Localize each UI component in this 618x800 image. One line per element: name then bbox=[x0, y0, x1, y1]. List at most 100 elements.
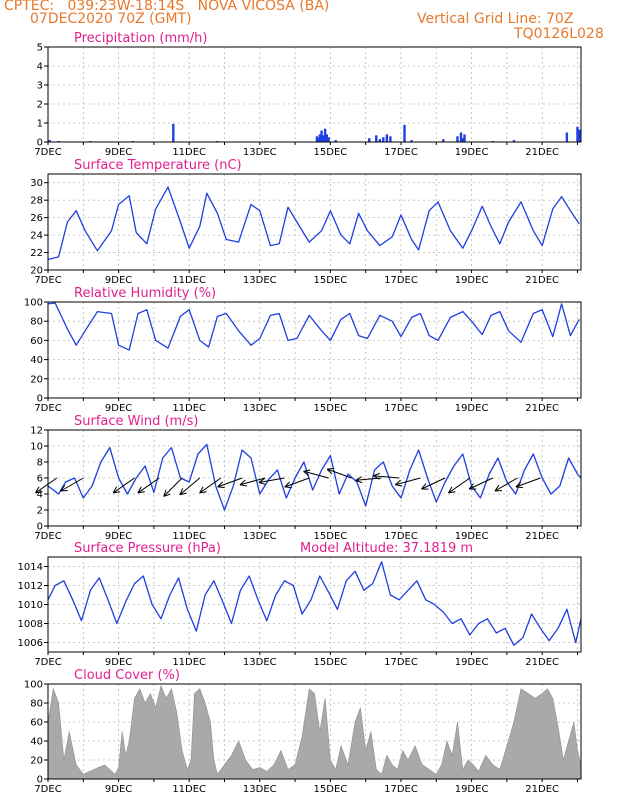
wind-vector-head bbox=[515, 486, 523, 489]
y-tick-label: 1006 bbox=[18, 638, 43, 649]
y-tick-label: 0 bbox=[37, 522, 43, 533]
x-tick-label: 19DEC bbox=[455, 147, 489, 158]
wind-vector-head bbox=[60, 484, 66, 492]
y-tick-label: 1010 bbox=[18, 600, 43, 611]
precip-bar bbox=[565, 132, 569, 142]
x-tick-label: 19DEC bbox=[455, 531, 489, 542]
precip-bar bbox=[322, 135, 325, 142]
precip-bar bbox=[378, 139, 382, 142]
x-tick-label: 7DEC bbox=[34, 403, 61, 414]
precip-bar bbox=[325, 134, 329, 142]
wind-vector-head bbox=[468, 483, 475, 490]
plot-frame bbox=[47, 683, 582, 780]
panel-title: Cloud Cover (%) bbox=[74, 668, 180, 683]
wind-vector bbox=[239, 477, 266, 487]
y-tick-label: 4 bbox=[37, 490, 43, 501]
x-tick-label: 15DEC bbox=[314, 531, 348, 542]
x-tick-label: 9DEC bbox=[105, 784, 132, 795]
y-tick-label: 5 bbox=[37, 43, 43, 54]
x-tick-label: 11DEC bbox=[172, 784, 206, 795]
x-tick-label: 19DEC bbox=[455, 657, 489, 668]
wind-vector-shaft bbox=[373, 475, 400, 479]
y-tick-label: 40 bbox=[30, 737, 43, 748]
wind-vector bbox=[326, 467, 352, 479]
x-tick-label: 7DEC bbox=[34, 147, 61, 158]
wind-vector-head bbox=[113, 491, 121, 494]
wind-vector-head bbox=[35, 486, 40, 494]
x-tick-label: 13DEC bbox=[243, 531, 277, 542]
y-tick-label: 30 bbox=[30, 178, 43, 189]
y-tick-label: 60 bbox=[30, 336, 43, 347]
wind-vector-shaft bbox=[112, 477, 135, 494]
wind-vector bbox=[494, 477, 518, 492]
wind-vector bbox=[199, 477, 222, 494]
x-tick-label: 17DEC bbox=[384, 147, 418, 158]
precip-bar bbox=[48, 140, 51, 142]
x-tick-label: 19DEC bbox=[455, 275, 489, 286]
wind-vector-head bbox=[137, 491, 145, 494]
y-tick-label: 8 bbox=[37, 458, 43, 469]
x-tick-label: 11DEC bbox=[172, 657, 206, 668]
plot-frame bbox=[47, 46, 582, 143]
panel-title: Precipitation (mm/h) bbox=[74, 31, 207, 46]
x-tick-label: 21DEC bbox=[525, 147, 559, 158]
wind-vector-head bbox=[303, 470, 310, 477]
panel-4: 0 2 4 6 8 10 12 7DEC 9DEC 11DEC 13DEC 15DEC 17DEC 19D… bbox=[30, 414, 582, 542]
wind-vector-shaft bbox=[258, 477, 285, 484]
precip-bar bbox=[389, 136, 392, 142]
panel-1: 0 1 2 3 4 5 7DEC 9DEC 11DEC 13DEC 15DEC 17DEC 19DEC 2… bbox=[34, 31, 582, 158]
panel-title: Surface Temperature (nC) bbox=[74, 158, 242, 173]
panel-6: 0 20 40 60 80 100 7DEC 9DEC 11DEC 13DEC 15DEC 17DEC… bbox=[24, 668, 582, 795]
wind-vector-head bbox=[137, 486, 142, 494]
wind-vector-head bbox=[239, 484, 247, 487]
wind-vector-head bbox=[394, 479, 401, 486]
wind-vector-shaft bbox=[179, 477, 201, 496]
series-line bbox=[47, 561, 582, 646]
wind-vector-shaft bbox=[468, 477, 493, 490]
wind-vector-head bbox=[395, 484, 403, 487]
x-tick-label: 11DEC bbox=[172, 531, 206, 542]
wind-vector-head bbox=[373, 472, 381, 477]
wind-vector-shaft bbox=[448, 477, 471, 494]
run-date-label: 07DEC2020 70Z (GMT) bbox=[30, 11, 192, 27]
y-tick-label: 100 bbox=[24, 680, 43, 691]
wind-vector-shaft bbox=[35, 477, 58, 494]
precip-bar bbox=[410, 140, 413, 142]
x-tick-label: 21DEC bbox=[525, 275, 559, 286]
wind-vector-head bbox=[258, 482, 266, 485]
wind-vector-head bbox=[421, 483, 427, 490]
x-tick-label: 15DEC bbox=[314, 147, 348, 158]
y-tick-label: 0 bbox=[37, 775, 43, 786]
x-tick-label: 15DEC bbox=[314, 784, 348, 795]
wind-vector-head bbox=[355, 476, 362, 481]
x-tick-label: 7DEC bbox=[34, 531, 61, 542]
wind-vector-head bbox=[303, 469, 311, 472]
wind-vector-head bbox=[326, 468, 333, 475]
vertical-grid-label: Vertical Grid Line: 70Z bbox=[417, 11, 574, 27]
x-tick-label: 15DEC bbox=[314, 403, 348, 414]
x-tick-label: 11DEC bbox=[172, 275, 206, 286]
series-line bbox=[47, 302, 580, 351]
wind-vector-shaft bbox=[163, 477, 183, 497]
x-tick-label: 17DEC bbox=[384, 784, 418, 795]
x-tick-label: 21DEC bbox=[525, 403, 559, 414]
wind-vector-head bbox=[163, 489, 167, 497]
precip-bar bbox=[456, 136, 459, 142]
x-tick-label: 11DEC bbox=[172, 403, 206, 414]
wind-vector-head bbox=[494, 489, 502, 492]
precip-bar bbox=[576, 126, 579, 142]
wind-vector-shaft bbox=[515, 477, 541, 488]
wind-vector-head bbox=[199, 486, 204, 494]
x-tick-label: 17DEC bbox=[384, 403, 418, 414]
wind-vector-head bbox=[284, 481, 291, 488]
wind-vector-head bbox=[239, 479, 246, 486]
wind-vector-shaft bbox=[137, 477, 160, 494]
wind-vector bbox=[284, 477, 310, 489]
x-tick-label: 7DEC bbox=[34, 275, 61, 286]
panel-2: 20 22 24 26 28 30 7DEC 9DEC 11DEC 13DEC 15DEC 17DEC… bbox=[30, 158, 582, 286]
precip-bar bbox=[368, 138, 371, 142]
wind-vector-head bbox=[448, 491, 456, 494]
x-tick-label: 7DEC bbox=[34, 657, 61, 668]
x-tick-label: 13DEC bbox=[243, 403, 277, 414]
wind-vector bbox=[421, 477, 446, 490]
